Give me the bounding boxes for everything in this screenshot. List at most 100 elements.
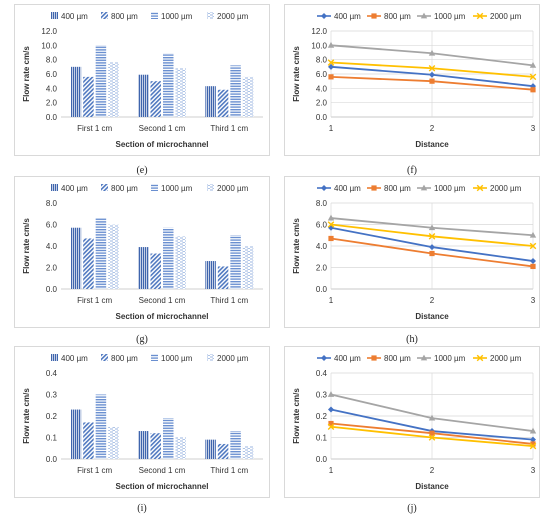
legend-label: 400 µm <box>61 12 88 21</box>
point <box>321 185 327 191</box>
bar <box>242 76 254 117</box>
point <box>530 263 536 270</box>
bar <box>205 439 216 459</box>
point <box>529 442 537 450</box>
chart-i: 400 µm 800 µm 1000 µm 2000 µm 0.0 0.1 0.2 0.3 0.… <box>14 346 270 498</box>
point <box>428 434 436 441</box>
point <box>328 74 334 80</box>
bar <box>83 76 94 117</box>
bar <box>108 224 119 289</box>
point <box>476 12 484 20</box>
y-tick-label: 0.0 <box>316 113 328 122</box>
y-axis-label: Flow rate cm/s <box>22 218 31 274</box>
point <box>327 41 335 48</box>
y-tick-label: 2.0 <box>316 264 328 273</box>
legend: 400 µm 800 µm 1000 µm 2000 µm <box>317 12 522 21</box>
bar <box>217 266 229 289</box>
point <box>429 244 435 251</box>
y-tick-label: 6.0 <box>316 221 328 230</box>
bar <box>230 235 241 289</box>
x-tick-label: 1 <box>329 296 334 305</box>
y-tick-label: 2.0 <box>46 264 58 273</box>
legend-swatch <box>151 12 158 19</box>
y-tick-label: 0.4 <box>316 369 328 378</box>
legend-label: 1000 µm <box>434 354 466 363</box>
legend-label: 1000 µm <box>434 12 466 21</box>
legend-label: 1000 µm <box>161 12 193 21</box>
point <box>529 73 537 81</box>
chart-g-svg: 400 µm 800 µm 1000 µm 2000 µm 0.0 2.0 4.0 6.0 8.… <box>22 184 263 321</box>
bar <box>217 89 229 117</box>
legend-label: 2000 µm <box>217 184 249 193</box>
x-axis-label: Distance <box>415 140 449 149</box>
x-axis-label: Section of microchannel <box>116 140 209 149</box>
y-tick-label: 12.0 <box>41 27 57 36</box>
y-tick-label: 0.0 <box>316 455 328 464</box>
point <box>530 436 536 443</box>
caption-j: (j) <box>407 503 417 514</box>
legend-swatch <box>207 12 214 19</box>
y-axis-label: Flow rate cm/s <box>22 46 31 102</box>
legend: 400 µm 800 µm 1000 µm 2000 µm <box>51 354 249 363</box>
legend-label: 400 µm <box>334 12 361 21</box>
y-tick-label: 4.0 <box>316 242 328 251</box>
y-tick-label: 0.2 <box>316 412 328 421</box>
y-tick-label: 2.0 <box>46 99 58 108</box>
y-tick-label: 0.0 <box>46 285 58 294</box>
y-tick-label: 0.4 <box>46 369 58 378</box>
chart-h: 400 µm 800 µm 1000 µm 2000 µm 0.0 2.0 4.0 6.0 8.… <box>284 176 540 328</box>
point <box>328 63 334 70</box>
x-tick-label: Second 1 cm <box>139 124 186 133</box>
legend-swatch <box>51 354 58 361</box>
x-tick-label: 2 <box>430 124 435 133</box>
x-tick-label: Third 1 cm <box>210 296 248 305</box>
x-tick-label: 3 <box>531 124 536 133</box>
point <box>420 354 428 361</box>
chart-h-svg: 400 µm 800 µm 1000 µm 2000 µm 0.0 2.0 4.0 6.0 8.… <box>292 184 537 321</box>
bar <box>108 426 119 459</box>
bar <box>95 45 107 118</box>
point <box>321 13 327 19</box>
point <box>529 231 537 238</box>
point <box>321 355 327 361</box>
caption-g: (g) <box>136 334 148 345</box>
legend-swatch <box>101 12 108 19</box>
bar <box>163 418 174 459</box>
bar <box>95 218 107 289</box>
x-tick-label: Third 1 cm <box>210 124 248 133</box>
legend-label: 800 µm <box>384 184 411 193</box>
chart-i-svg: 400 µm 800 µm 1000 µm 2000 µm0.00.10.20.30.… <box>22 354 263 491</box>
bar <box>217 443 229 459</box>
legend: 400 µm 800 µm 1000 µm 2000 µm <box>317 354 522 363</box>
y-tick-label: 8.0 <box>46 199 58 208</box>
point <box>420 12 428 19</box>
caption-h: (h) <box>406 334 418 345</box>
caption-f: (f) <box>407 165 417 176</box>
legend-label: 400 µm <box>334 184 361 193</box>
point <box>371 355 377 361</box>
legend-label: 2000 µm <box>217 354 249 363</box>
y-axis: 0.0 2.0 4.0 6.0 8.0 <box>46 199 58 294</box>
legend-swatch <box>151 184 158 191</box>
point <box>530 258 536 265</box>
bar <box>70 409 82 459</box>
chart-j-svg: 400 µm 800 µm 1000 µm 2000 µm 0.0 0.1 0.2 0.3 0.… <box>292 354 537 491</box>
legend-label: 2000 µm <box>490 184 522 193</box>
legend-label: 400 µm <box>61 354 88 363</box>
bar <box>163 227 174 289</box>
point <box>428 414 436 421</box>
y-axis-label: Flow rate cm/s <box>292 218 301 274</box>
point <box>529 62 537 68</box>
point <box>428 49 436 56</box>
legend-label: 1000 µm <box>434 184 466 193</box>
y-tick-label: 2.0 <box>316 99 328 108</box>
point <box>476 184 484 192</box>
bar <box>83 238 94 289</box>
legend-label: 2000 µm <box>217 12 249 21</box>
legend: 400 µm 800 µm 1000 µm 2000 µm <box>317 184 522 193</box>
point <box>327 59 335 66</box>
x-axis-label: Distance <box>415 312 449 321</box>
point <box>428 64 436 72</box>
legend-label: 800 µm <box>384 12 411 21</box>
point <box>530 441 536 447</box>
